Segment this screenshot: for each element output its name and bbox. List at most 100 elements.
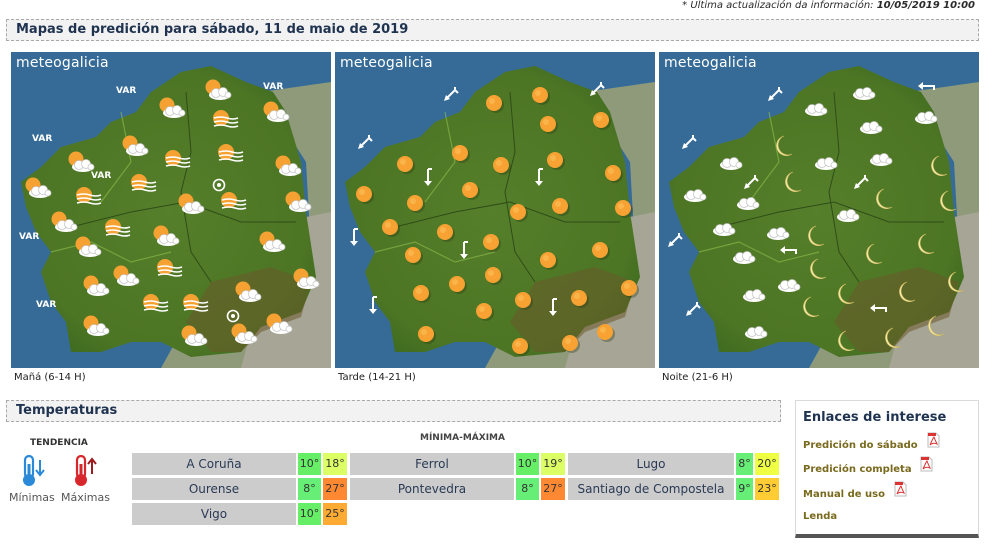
sun-icon (382, 219, 400, 237)
variable-wind-label: VAR (19, 232, 40, 242)
sun-fog-icon (76, 187, 102, 205)
last-update: * Última actualización da información: 1… (682, 0, 975, 11)
sun-cloud-icon (51, 211, 78, 232)
min-temperature: 10° (298, 503, 321, 525)
sun-icon (540, 116, 558, 134)
sun-icon (532, 87, 550, 105)
wind-arrow-icon (444, 87, 459, 101)
wind-arrow-icon (424, 168, 432, 186)
sun-icon (476, 303, 494, 321)
sun-fog-icon (165, 150, 191, 168)
sun-cloud-icon (181, 325, 208, 346)
sun-fog-icon (221, 192, 247, 210)
variable-wind-label: VAR (36, 300, 57, 310)
link-manual-de-uso[interactable]: Manual de uso (803, 489, 885, 500)
min-temperature: 8° (516, 478, 539, 500)
sun-icon (413, 285, 431, 303)
moon-cloud-icon (743, 318, 768, 339)
sun-icon (486, 95, 504, 113)
maps-section-header: Mapas de predición para sábado, 11 de ma… (6, 19, 979, 41)
link-lenda[interactable]: Lenda (803, 511, 838, 522)
moon-cloud-icon (813, 149, 838, 170)
sun-cloud-icon (275, 155, 302, 176)
wind-arrow-icon (918, 82, 935, 90)
wind-arrow-icon (744, 175, 759, 189)
forecast-map-night[interactable]: meteogalicia (659, 52, 979, 368)
min-temperature: 10° (298, 453, 321, 475)
wind-arrow-icon (350, 228, 358, 246)
sun-cloud-icon (231, 323, 258, 344)
city-name: Ourense (132, 478, 296, 500)
moon-cloud-icon (851, 79, 876, 100)
sun-fog-icon (183, 294, 209, 312)
link-predici-n-completa[interactable]: Predición completa (803, 464, 912, 475)
meteogalicia-logo: meteogalicia (664, 55, 757, 71)
wind-arrow-icon (460, 241, 468, 259)
forecast-map-afternoon[interactable]: meteogalicia (335, 52, 655, 368)
sun-icon (605, 165, 623, 183)
sun-cloud-icon (68, 151, 95, 172)
moon-cloud-icon (835, 201, 860, 222)
sun-icon (493, 157, 511, 175)
sun-icon (437, 224, 455, 242)
sun-cloud-icon (159, 97, 186, 118)
sun-cloud-icon (263, 101, 290, 122)
sun-fog-icon (213, 110, 239, 128)
sun-icon (592, 242, 610, 260)
meteogalicia-logo: meteogalicia (340, 55, 433, 71)
sun-cloud-icon (259, 231, 286, 252)
tendency-title: TENDENCIA (30, 438, 88, 448)
moon-cloud-icon (741, 281, 766, 302)
max-temperature: 20° (755, 453, 779, 475)
pdf-icon[interactable] (927, 432, 940, 452)
sun-cloud-icon (178, 193, 205, 214)
moon-icon (918, 233, 935, 254)
sun-icon (510, 204, 528, 222)
sun-icon (452, 145, 470, 163)
moon-cloud-icon (735, 189, 760, 210)
sun-cloud-icon (75, 236, 102, 257)
moon-cloud-icon (765, 219, 790, 240)
sun-cloud-icon (205, 79, 232, 100)
city-name: Lugo (568, 453, 734, 475)
moon-cloud-icon (803, 95, 828, 116)
pdf-icon[interactable] (920, 456, 933, 476)
wind-arrow-icon (590, 82, 605, 96)
sun-icon (462, 182, 480, 200)
moon-cloud-icon (776, 271, 801, 292)
moon-icon (785, 171, 802, 192)
moon-icon (838, 330, 855, 351)
min-temperature: 8° (298, 478, 321, 500)
pdf-icon[interactable] (894, 481, 907, 501)
max-temperature: 23° (755, 478, 779, 500)
sun-icon (571, 290, 589, 308)
wind-arrow-icon (549, 298, 557, 316)
sun-fog-icon (105, 219, 131, 237)
max-temperature: 25° (323, 503, 347, 525)
wind-arrow-icon (358, 135, 373, 149)
max-temperature: 27° (323, 478, 347, 500)
sun-icon (407, 195, 425, 213)
sun-cloud-icon (122, 135, 149, 156)
moon-cloud-icon (913, 103, 938, 124)
variable-wind-label: VAR (91, 171, 112, 181)
variable-wind-label: VAR (32, 134, 53, 144)
sun-cloud-icon (293, 268, 320, 289)
forecast-map-morning[interactable]: meteogalicia VAR VAR VAR VAR VAR VAR (11, 52, 331, 368)
sun-cloud-icon (266, 313, 293, 334)
sun-icon (593, 112, 611, 130)
sun-icon (621, 280, 639, 298)
link-predici-n-do-s-bado[interactable]: Predición do sábado (803, 440, 918, 451)
moon-cloud-icon (711, 215, 736, 236)
last-update-label: * Última actualización da información: (682, 0, 874, 11)
wind-arrow-icon (780, 246, 797, 254)
sun-icon (418, 326, 436, 344)
sun-cloud-icon (235, 281, 262, 302)
wind-arrow-icon (668, 233, 683, 247)
variable-wind-label: VAR (263, 82, 284, 92)
city-marker-icon (226, 309, 240, 323)
temperatures-section-title: Temperaturas (16, 403, 118, 418)
moon-icon (931, 155, 948, 176)
map-caption-afternoon: Tarde (14-21 H) (338, 372, 416, 383)
sun-icon (512, 338, 530, 356)
